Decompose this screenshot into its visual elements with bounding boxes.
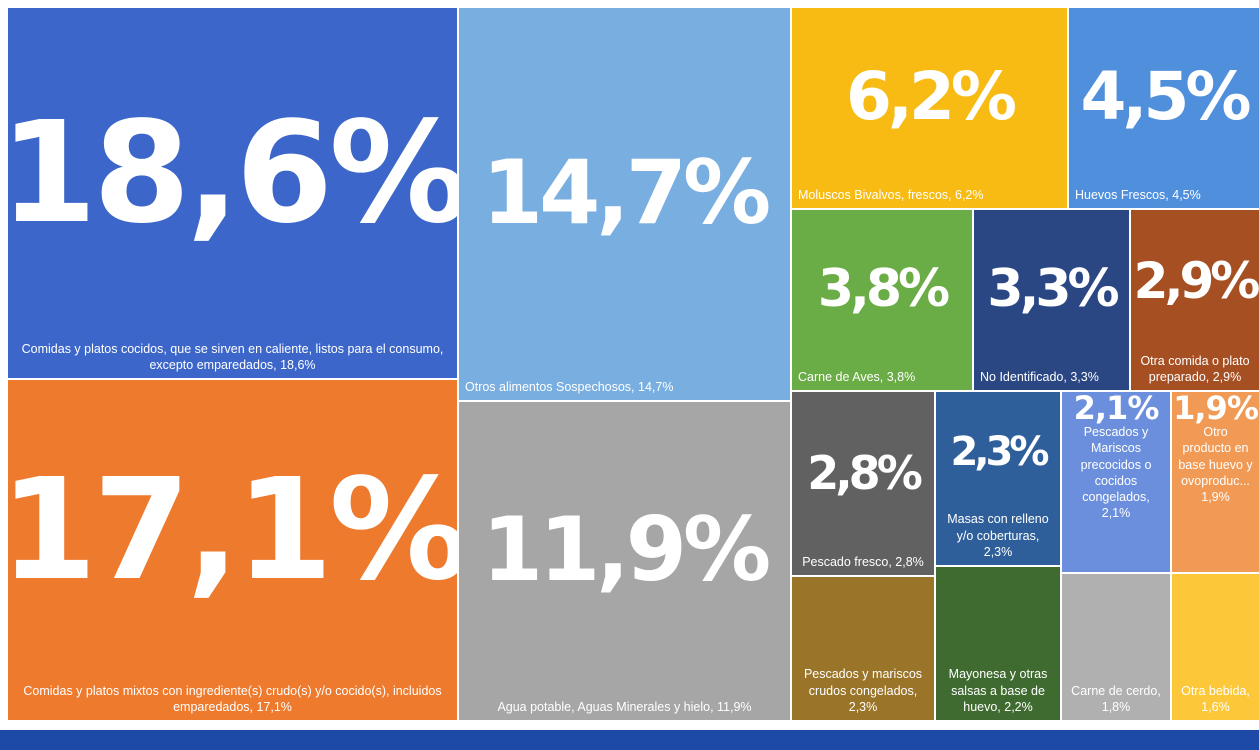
tile-label: Pescado fresco, 2,8%: [802, 554, 924, 569]
tile: 1,9% Otro producto en base huevo y ovopro…: [1172, 392, 1259, 572]
value-label: 2,1%: [1073, 392, 1160, 427]
value-label: [792, 577, 934, 666]
tile: 6,2% Moluscos Bivalvos, frescos, 6,2%: [792, 8, 1067, 208]
tile: 2,8% Pescado fresco, 2,8%: [792, 392, 934, 575]
tile: 14,7% Otros alimentos Sospechosos, 14,7%: [459, 8, 790, 400]
value-label: 2,8%: [807, 445, 923, 500]
tile-label: No Identificado, 3,3%: [980, 369, 1099, 384]
value-label: 2,3%: [950, 428, 1050, 475]
value-label: 11,9%: [481, 498, 771, 602]
tile-label: Carne de Aves, 3,8%: [798, 369, 916, 384]
tile-label: Mayonesa y otras salsas a base de huevo,…: [948, 667, 1048, 714]
tile-label: Comidas y platos mixtos con ingrediente(…: [23, 683, 442, 714]
tile: 3,3% No Identificado, 3,3%: [974, 210, 1129, 390]
tile-label: Otra comida o plato preparado, 2,9%: [1140, 353, 1250, 384]
tile: 3,8% Carne de Aves, 3,8%: [792, 210, 972, 390]
tile-label: Otra bebida, 1,6%: [1181, 683, 1250, 714]
tile: 4,5% Huevos Frescos, 4,5%: [1069, 8, 1259, 208]
value-label: [936, 567, 1060, 666]
tile-label: Masas con relleno y/o coberturas, 2,3%: [947, 512, 1049, 559]
tile: Otra bebida, 1,6%: [1172, 574, 1259, 720]
value-label: 1,9%: [1173, 392, 1259, 427]
value-label: 14,7%: [481, 141, 771, 245]
value-label: 4,5%: [1080, 58, 1251, 136]
tile-label: Otro producto en base huevo y ovoproduc.…: [1178, 425, 1253, 504]
tile: 18,6% Comidas y platos cocidos, que se si…: [8, 8, 457, 378]
tile: Carne de cerdo, 1,8%: [1062, 574, 1170, 720]
tile-label: Pescados y mariscos crudos congelados, 2…: [803, 667, 923, 714]
tile-label: Agua potable, Aguas Minerales y hielo, 1…: [497, 699, 752, 714]
tile: 2,9% Otra comida o plato preparado, 2,9%: [1131, 210, 1259, 390]
tile: 17,1% Comidas y platos mixtos con ingredi…: [8, 380, 457, 720]
value-label: 3,3%: [987, 259, 1119, 320]
tile-label: Otros alimentos Sospechosos, 14,7%: [465, 379, 674, 394]
tile: Pescados y mariscos crudos congelados, 2…: [792, 577, 934, 720]
value-label: 18,6%: [8, 92, 457, 256]
tile-label: Moluscos Bivalvos, frescos, 6,2%: [798, 187, 984, 202]
value-label: 6,2%: [845, 58, 1017, 136]
value-label: 2,9%: [1133, 252, 1259, 311]
value-label: [1062, 574, 1170, 683]
footer-band: [0, 730, 1259, 750]
value-label: 3,8%: [817, 259, 950, 320]
value-label: 17,1%: [8, 449, 457, 613]
tile: Mayonesa y otras salsas a base de huevo,…: [936, 567, 1060, 720]
tile-label: Carne de cerdo, 1,8%: [1071, 683, 1161, 714]
tile-label: Comidas y platos cocidos, que se sirven …: [21, 341, 444, 372]
tile: 2,3% Masas con relleno y/o coberturas, 2,…: [936, 392, 1060, 565]
value-label: [1172, 574, 1259, 683]
tile-label: Huevos Frescos, 4,5%: [1075, 187, 1201, 202]
tile: 2,1% Pescados y Mariscos precocidos o coc…: [1062, 392, 1170, 572]
tile-label: Pescados y Mariscos precocidos o cocidos…: [1080, 425, 1152, 521]
tile: 11,9% Agua potable, Aguas Minerales y hie…: [459, 402, 790, 720]
